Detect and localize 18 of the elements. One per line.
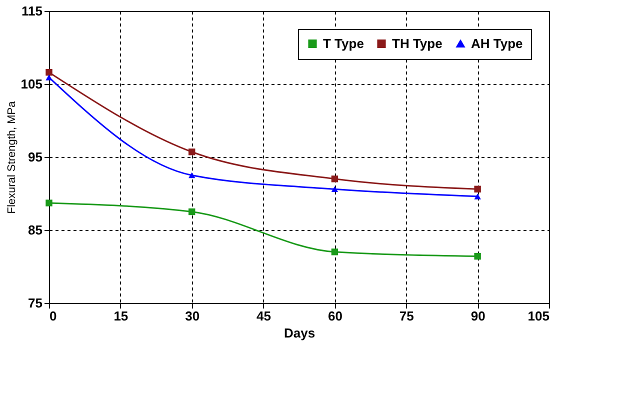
y-tick-label: 105 xyxy=(20,76,42,92)
x-tick-label: 15 xyxy=(114,308,128,324)
y-tick-label: 115 xyxy=(22,4,42,18)
x-tick-label: 105 xyxy=(528,308,550,324)
y-tick-label: 95 xyxy=(28,150,42,164)
y-tick-label: 85 xyxy=(28,222,42,238)
x-axis-title: Days xyxy=(284,326,316,340)
x-tick-label: 90 xyxy=(470,308,486,324)
x-tick-label: 30 xyxy=(185,308,200,324)
y-tick-label: 75 xyxy=(28,296,42,310)
x-tick-label: 75 xyxy=(399,308,414,324)
legend-label: TH Type xyxy=(392,36,442,51)
x-tick-label: 45 xyxy=(256,308,272,324)
y-axis-title: Flexural Strength, MPa xyxy=(6,100,18,214)
legend-label: T Type xyxy=(323,36,364,51)
legend-label: AH Type xyxy=(471,36,523,51)
x-tick-label: 0 xyxy=(50,308,57,324)
x-tick-label: 60 xyxy=(328,308,342,324)
